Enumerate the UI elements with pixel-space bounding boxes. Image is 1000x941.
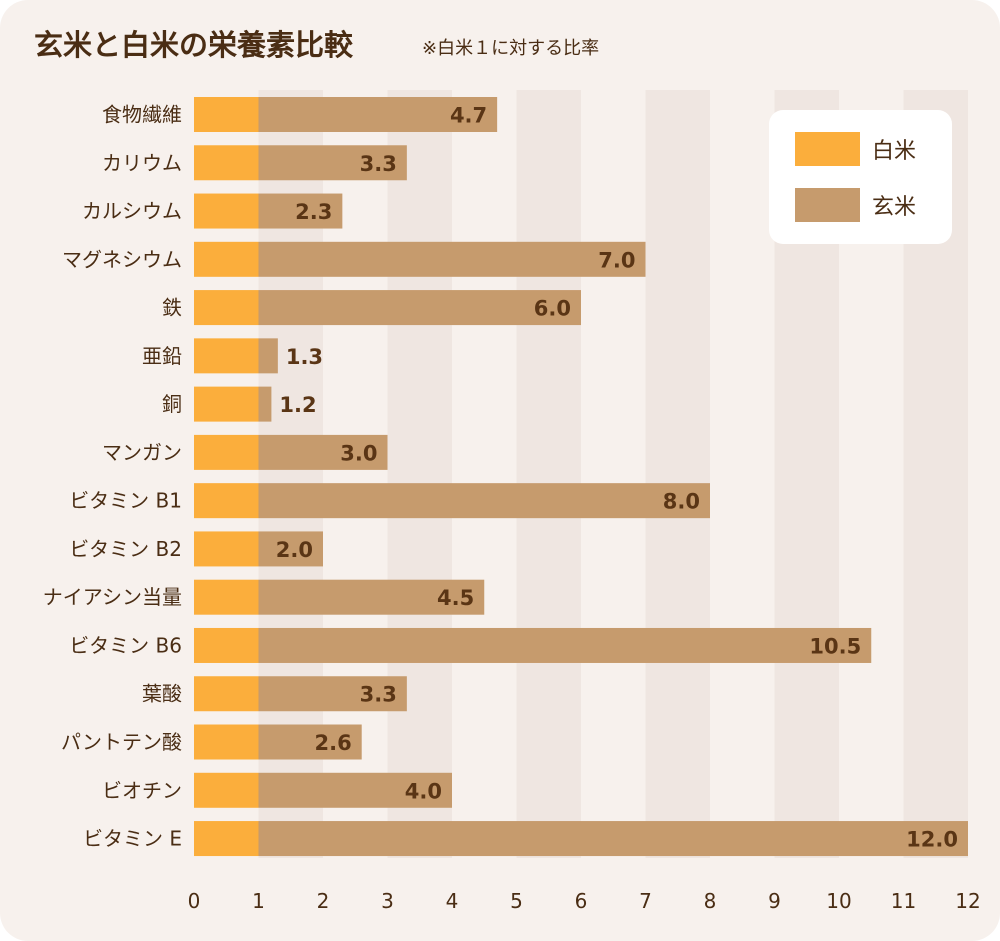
value-label: 10.5 [809,634,861,658]
x-tick-label: 11 [891,889,916,913]
category-label: ビオチン [102,778,182,802]
brown-rice-bar [258,193,343,229]
value-label: 12.0 [906,828,958,852]
x-tick-label: 9 [768,889,781,913]
brown-rice-bar [258,241,646,277]
legend: 白米 玄米 [769,110,952,244]
value-label: 3.3 [360,683,397,707]
value-label: 2.3 [295,200,332,224]
category-label: カリウム [102,151,182,175]
value-label: 4.7 [450,104,487,128]
white-rice-bar [194,434,259,470]
band-7 [645,90,710,858]
x-tick-label: 8 [704,889,717,913]
brown-rice-bar [258,386,272,422]
category-label: 食物繊維 [102,103,182,127]
legend-label-white-rice: 白米 [872,139,917,164]
x-tick-label: 12 [955,889,980,913]
white-rice-bar [194,676,259,712]
category-label: ビタミン B2 [69,537,182,561]
x-tick-label: 5 [510,889,523,913]
band-5 [516,90,581,858]
legend-swatch-white-rice [795,132,860,166]
category-label: ビタミン B1 [69,489,182,513]
brown-rice-bar [258,531,323,567]
category-label: 葉酸 [142,682,182,706]
white-rice-bar [194,241,259,277]
white-rice-bar [194,724,259,760]
brown-rice-bar [258,338,278,374]
value-label: 2.6 [314,731,351,755]
value-label: 4.0 [405,779,442,803]
category-label: 亜鉛 [142,344,182,368]
white-rice-bar [194,627,259,663]
x-tick-labels: 0 1 2 3 4 5 6 7 8 9 10 11 12 [188,889,981,913]
white-rice-bar [194,772,259,808]
category-label: マグネシウム [62,247,182,271]
x-tick-label: 2 [317,889,330,913]
brown-rice-bar [258,97,498,132]
legend-label-brown-rice: 玄米 [872,195,917,220]
x-tick-label: 6 [575,889,588,913]
chart-title: 玄米と白米の栄養素比較 [34,28,354,62]
white-rice-bar [194,193,259,229]
category-label: マンガン [102,440,182,464]
white-rice-bar [194,386,259,422]
category-label: ナイアシン当量 [43,585,182,609]
legend-item-brown-rice: 玄米 [795,188,916,222]
category-label: 鉄 [162,296,182,320]
background-bands [258,90,968,858]
category-label: パントテン酸 [61,730,182,754]
category-label: カルシウム [82,199,182,223]
brown-rice-bar [258,290,581,326]
category-label: ビタミン E [83,827,182,851]
value-label: 4.5 [437,586,474,610]
band-3 [387,90,452,858]
brown-rice-bar [258,821,968,857]
value-label: 2.0 [276,538,313,562]
legend-swatch-brown-rice [795,188,860,222]
x-tick-label: 0 [188,889,201,913]
value-label: 1.3 [286,345,323,369]
chart-subtitle: ※白米１に対する比率 [422,38,600,59]
white-rice-bar [194,821,259,857]
white-rice-bar [194,97,259,132]
category-label: ビタミン B6 [69,633,182,657]
bars: 4.7 3.3 2.3 7.0 6.0 1.3 1.2 3.0 8.0 2.0 4.5 10.5 3.3… [194,97,968,857]
value-label: 3.0 [340,441,377,465]
white-rice-bar [194,290,259,326]
brown-rice-bar [258,676,407,712]
legend-item-white-rice: 白米 [795,132,916,166]
value-label: 8.0 [663,490,700,514]
value-label: 1.2 [279,393,316,417]
brown-rice-bar [258,772,452,808]
white-rice-bar [194,579,259,615]
x-tick-label: 4 [446,889,459,913]
brown-rice-bar [258,434,388,470]
value-label: 3.3 [360,152,397,176]
white-rice-bar [194,483,259,519]
x-tick-label: 1 [252,889,265,913]
brown-rice-bar [258,579,485,615]
category-label: 銅 [162,392,182,416]
white-rice-bar [194,338,259,374]
value-label: 7.0 [598,248,635,272]
x-tick-label: 7 [639,889,652,913]
x-tick-label: 10 [826,889,851,913]
x-tick-label: 3 [381,889,394,913]
value-label: 6.0 [534,297,571,321]
white-rice-bar [194,531,259,567]
brown-rice-bar [258,483,710,519]
brown-rice-bar [258,724,362,760]
white-rice-bar [194,145,259,181]
brown-rice-bar [258,627,872,663]
brown-rice-bar [258,145,407,181]
